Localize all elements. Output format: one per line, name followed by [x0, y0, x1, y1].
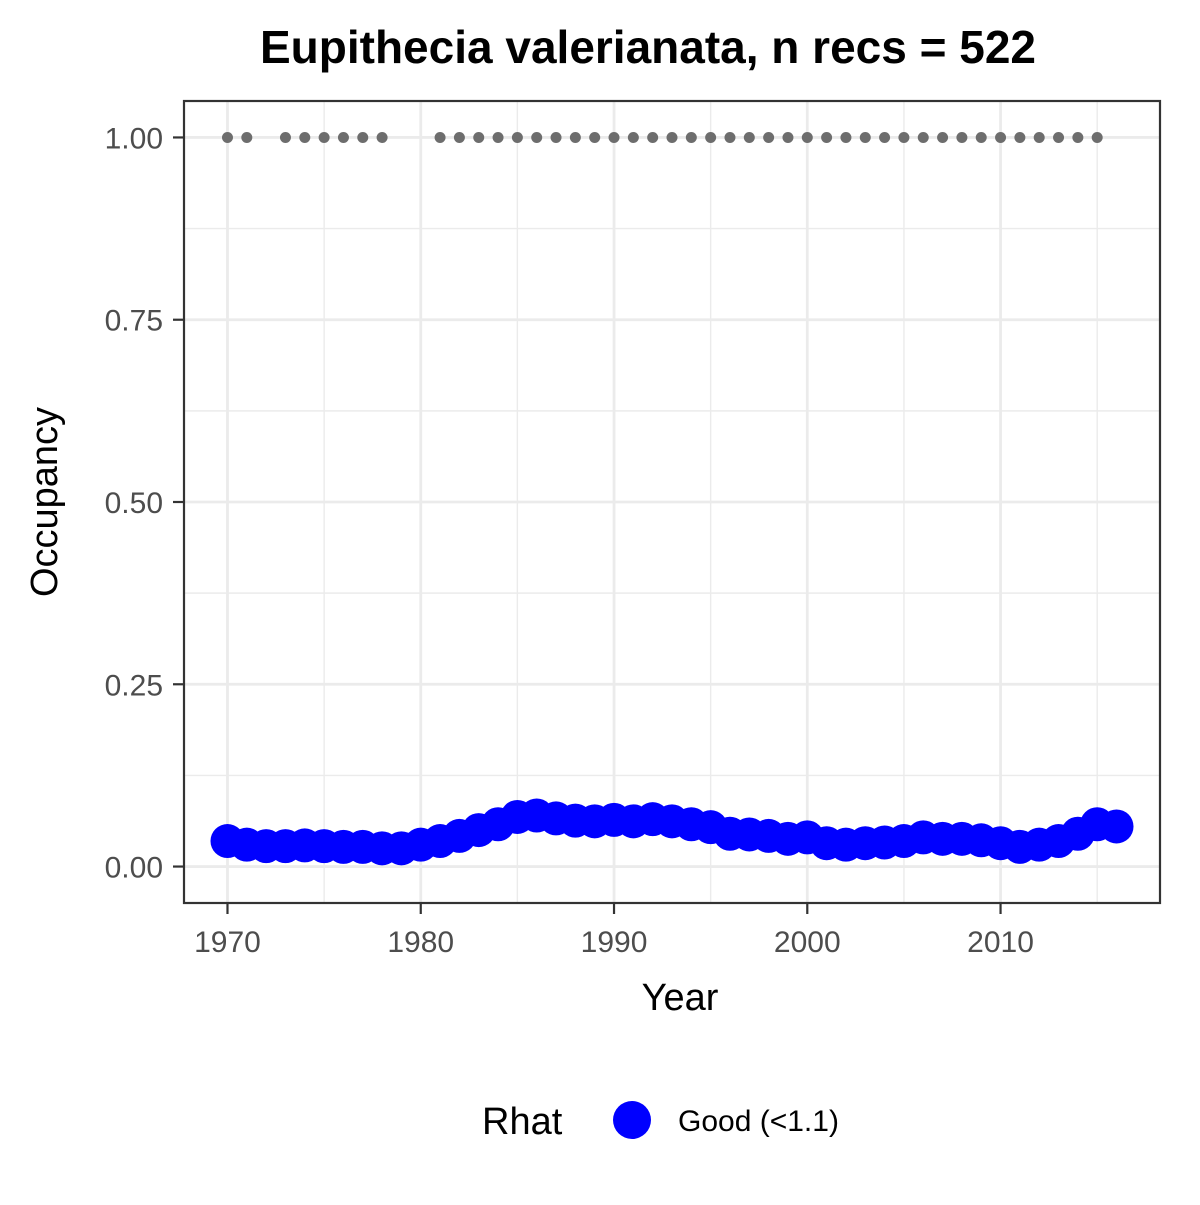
y-tick-label: 0.00 [105, 852, 163, 885]
record-year-points [221, 131, 1103, 143]
record-year-point [357, 131, 369, 143]
record-year-point [763, 131, 775, 143]
record-year-point [550, 131, 562, 143]
y-axis: 0.00 0.25 0.50 0.75 1.00 [105, 122, 184, 885]
x-axis-title: Year [642, 977, 719, 1019]
y-axis-title: Occupancy [24, 407, 66, 597]
x-tick-label: 2010 [967, 926, 1034, 959]
record-year-point [1033, 131, 1045, 143]
chart-title: Eupithecia valerianata, n recs = 522 [260, 21, 1036, 73]
x-tick-label: 1970 [194, 926, 261, 959]
record-year-point [743, 131, 755, 143]
x-tick-label: 1990 [581, 926, 648, 959]
record-year-point [279, 131, 291, 143]
record-year-point [318, 131, 330, 143]
record-year-point [821, 131, 833, 143]
record-year-point [473, 131, 485, 143]
record-year-point [705, 131, 717, 143]
record-year-point [1091, 131, 1103, 143]
record-year-point [995, 131, 1007, 143]
y-tick-label: 0.25 [105, 669, 163, 702]
record-year-point [531, 131, 543, 143]
record-year-point [1014, 131, 1026, 143]
record-year-point [337, 131, 349, 143]
record-year-point [859, 131, 871, 143]
record-year-point [221, 131, 233, 143]
record-year-point [376, 131, 388, 143]
record-year-point [589, 131, 601, 143]
legend-title: Rhat [482, 1101, 563, 1143]
legend-key-good [613, 1101, 651, 1139]
record-year-point [801, 131, 813, 143]
x-tick-label: 1980 [387, 926, 454, 959]
record-year-point [608, 131, 620, 143]
record-year-point [956, 131, 968, 143]
record-year-point [917, 131, 929, 143]
record-year-point [840, 131, 852, 143]
y-tick-label: 1.00 [105, 122, 163, 155]
record-year-point [685, 131, 697, 143]
record-year-point [1053, 131, 1065, 143]
y-tick-label: 0.75 [105, 305, 163, 338]
record-year-point [782, 131, 794, 143]
record-year-point [299, 131, 311, 143]
record-year-point [937, 131, 949, 143]
record-year-point [647, 131, 659, 143]
record-year-point [453, 131, 465, 143]
legend: Rhat Good (<1.1) [482, 1101, 839, 1143]
record-year-point [975, 131, 987, 143]
record-year-point [569, 131, 581, 143]
y-tick-label: 0.50 [105, 487, 163, 520]
record-year-point [898, 131, 910, 143]
record-year-point [492, 131, 504, 143]
record-year-point [434, 131, 446, 143]
record-year-point [666, 131, 678, 143]
legend-label-good: Good (<1.1) [678, 1105, 839, 1138]
x-tick-label: 2000 [774, 926, 841, 959]
record-year-point [241, 131, 253, 143]
occupancy-point [1099, 809, 1134, 844]
record-year-point [511, 131, 523, 143]
record-year-point [879, 131, 891, 143]
occupancy-points [210, 798, 1134, 866]
x-axis: 1970 1980 1990 2000 2010 [194, 903, 1034, 959]
record-year-point [1072, 131, 1084, 143]
record-year-point [627, 131, 639, 143]
record-year-point [724, 131, 736, 143]
